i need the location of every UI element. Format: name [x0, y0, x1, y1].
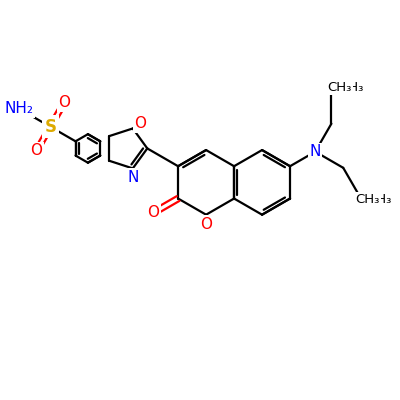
- Text: NH₂: NH₂: [5, 101, 34, 116]
- Text: CH₃: CH₃: [327, 81, 352, 94]
- Text: S: S: [44, 118, 56, 136]
- Text: O: O: [135, 116, 147, 131]
- Text: CH₃: CH₃: [339, 81, 364, 94]
- Text: O: O: [200, 217, 212, 232]
- Text: NH₂: NH₂: [5, 101, 34, 116]
- Text: O: O: [135, 116, 147, 131]
- Text: N: N: [127, 170, 138, 185]
- Text: O: O: [58, 95, 70, 110]
- Text: O: O: [200, 217, 212, 232]
- Text: O: O: [58, 95, 70, 110]
- Text: CH₃: CH₃: [355, 193, 380, 206]
- Text: N: N: [127, 170, 138, 185]
- Text: N: N: [310, 144, 321, 159]
- Text: O: O: [148, 205, 160, 220]
- Text: O: O: [148, 205, 160, 220]
- Text: O: O: [30, 143, 42, 158]
- Text: N: N: [310, 144, 321, 159]
- Text: O: O: [30, 143, 42, 158]
- Text: CH₃: CH₃: [367, 193, 392, 206]
- Text: S: S: [44, 118, 56, 136]
